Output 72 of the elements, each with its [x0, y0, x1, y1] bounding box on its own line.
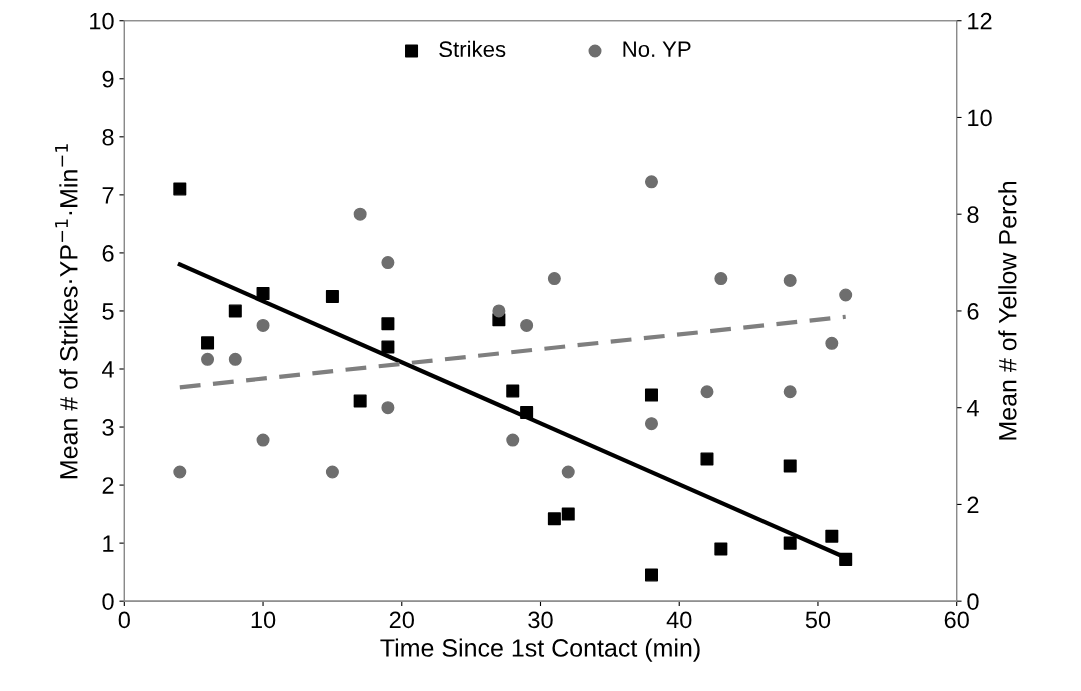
point [492, 304, 506, 318]
x-tick-label: 40 [666, 611, 692, 629]
point [783, 536, 797, 550]
point [256, 433, 270, 447]
point [256, 318, 270, 332]
y2-tick-label: 2 [967, 496, 979, 513]
x-axis-title: Time Since 1st Contact (min) [380, 638, 700, 662]
point [547, 272, 561, 286]
point [700, 452, 714, 466]
y-tick-label: 8 [102, 128, 114, 146]
point [353, 207, 367, 221]
y-tick-label: 4 [102, 361, 114, 378]
legend-label: Strikes [439, 40, 506, 58]
y-tick-label: 0 [102, 593, 114, 610]
point [506, 384, 520, 398]
point [783, 273, 797, 287]
point [520, 318, 534, 332]
point [256, 287, 270, 301]
y2-axis-title: Mean # of Yellow Perch [998, 181, 1017, 440]
point [783, 385, 797, 399]
point [353, 394, 367, 408]
point [644, 175, 658, 189]
point [228, 304, 242, 318]
point [381, 401, 395, 415]
x-tick-label: 60 [944, 611, 969, 629]
point [381, 256, 395, 270]
point [547, 512, 561, 526]
x-tick-label: 30 [528, 611, 553, 629]
point [783, 459, 797, 473]
point [714, 542, 728, 556]
y-tick-label: 3 [102, 419, 114, 436]
point [173, 465, 187, 479]
point [839, 288, 853, 302]
point [520, 406, 534, 420]
point [506, 433, 520, 447]
legend-label: No. YP [623, 41, 691, 58]
point [825, 529, 839, 543]
y2-tick-label: 8 [967, 206, 979, 223]
point [228, 352, 242, 366]
point [381, 340, 395, 354]
point [700, 385, 714, 399]
point [561, 465, 575, 479]
point [325, 465, 339, 479]
point [381, 317, 395, 331]
y2-tick-label: 10 [968, 109, 992, 127]
y-tick-label: 2 [102, 477, 114, 494]
y-tick-label: 1 [103, 535, 114, 552]
point [173, 182, 187, 196]
x-tick-label: 10 [251, 611, 276, 629]
point [644, 568, 658, 582]
point [561, 507, 575, 521]
y2-tick-label: 0 [967, 593, 979, 610]
y2-tick-label: 4 [966, 400, 979, 417]
point [714, 272, 728, 286]
point [644, 417, 658, 431]
y-tick-label: 9 [102, 70, 114, 88]
point [644, 388, 658, 402]
x-tick-label: 0 [118, 611, 130, 629]
point [825, 336, 839, 350]
point [325, 289, 339, 303]
x-tick-label: 50 [805, 611, 831, 629]
y-tick-label: 6 [102, 244, 114, 262]
point [201, 336, 215, 350]
point [201, 352, 215, 366]
y2-tick-label: 12 [968, 12, 992, 30]
x-tick-label: 20 [389, 611, 414, 629]
y-tick-label: 5 [102, 303, 114, 320]
y-tick-label: 10 [90, 12, 114, 30]
y2-tick-label: 6 [967, 303, 979, 320]
point [839, 552, 853, 566]
y-axis-title: Mean # of Strikes·YP$^{−1}$·Min$^{−1}$ [55, 144, 78, 479]
y-tick-label: 7 [102, 187, 114, 204]
